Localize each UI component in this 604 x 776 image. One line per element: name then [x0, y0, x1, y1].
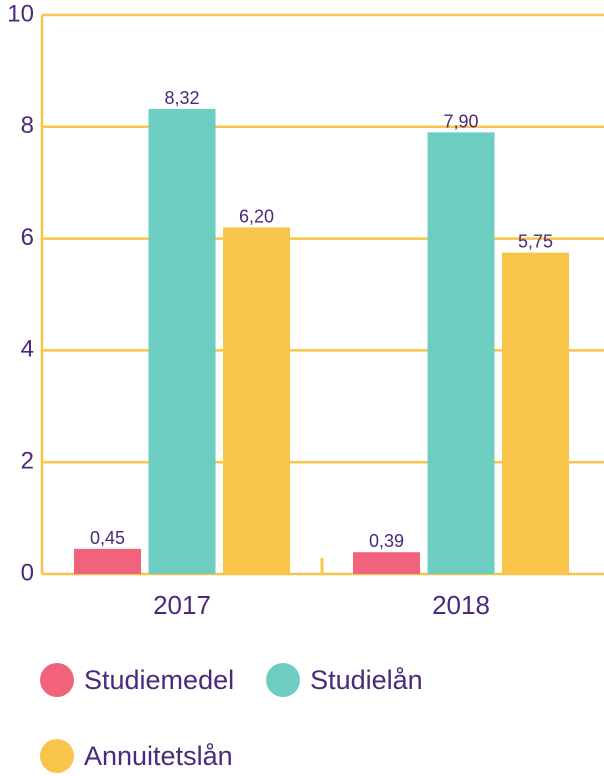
bar-studielån-2017	[148, 108, 216, 575]
legend-item-annuitetslån: Annuitetslån	[40, 738, 568, 774]
legend-label: Studielån	[310, 664, 423, 695]
bar-chart: 0 2 4 6 8 10 0,45 8,32 6,20 2017 0,39 7,90 5,75 2018	[7, 0, 604, 620]
legend-swatch	[40, 663, 74, 697]
bar-studiemedel-2018	[353, 552, 420, 574]
y-tick-label: 0	[21, 559, 34, 586]
y-tick-label: 2	[21, 448, 34, 475]
x-category-label: 2018	[432, 590, 490, 620]
legend-label: Annuitetslån	[84, 740, 233, 771]
data-label: 6,20	[239, 206, 274, 226]
y-tick-label: 4	[21, 336, 34, 363]
data-label: 5,75	[518, 232, 553, 252]
legend-item-studielån: Studielån	[266, 662, 423, 698]
legend-swatch	[266, 663, 301, 697]
data-label: 8,32	[164, 88, 199, 108]
y-tick-label: 6	[21, 224, 34, 251]
y-tick-label: 8	[21, 112, 34, 139]
data-label: 7,90	[443, 111, 478, 131]
bar-studiemedel-2017	[74, 548, 141, 574]
legend-item-studiemedel: Studiemedel	[40, 662, 234, 698]
bar-studielån-2018	[427, 132, 495, 574]
bar-annuitetslån-2018	[502, 252, 569, 574]
data-label: 0,39	[369, 531, 404, 551]
legend-swatch	[40, 739, 74, 773]
chart-legend: Studiemedel Studielån Annuitetslån	[40, 662, 600, 774]
legend-label: Studiemedel	[84, 664, 235, 695]
data-label: 0,45	[90, 528, 125, 548]
bar-annuitetslån-2017	[223, 227, 290, 575]
y-tick-label: 10	[7, 0, 34, 27]
x-category-label: 2017	[153, 590, 211, 620]
